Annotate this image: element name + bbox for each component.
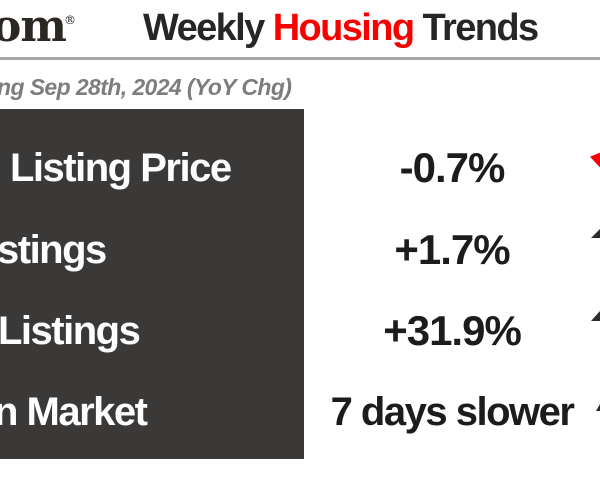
registered-trademark-icon: ® xyxy=(64,13,76,27)
realtor-logo-fragment: om xyxy=(0,1,67,52)
metric-label-new-listings: stings xyxy=(0,228,107,272)
metric-label-days-on-market: n Market xyxy=(0,390,148,434)
title-accent: Housing xyxy=(272,7,415,49)
metric-value-active-listings: +31.9% xyxy=(383,307,522,354)
title-prefix: Weekly xyxy=(143,7,265,49)
down-arrow-red-icon xyxy=(590,152,600,168)
metric-label-listing-price: Listing Price xyxy=(10,146,232,190)
up-arrow-dark-icon xyxy=(591,311,600,321)
header-divider xyxy=(0,57,600,60)
metric-label-panel: Listing Price stings Listings n Market xyxy=(0,109,304,459)
date-subtitle: ng Sep 28th, 2024 (YoY Chg) xyxy=(0,74,292,100)
metric-value-new-listings: +1.7% xyxy=(394,226,510,273)
title-suffix: Trends xyxy=(422,7,539,49)
metric-label-active-listings: Listings xyxy=(0,309,141,353)
up-arrow-dark-icon xyxy=(596,404,600,411)
up-arrow-dark-icon xyxy=(591,229,600,238)
metric-value-days-on-market: 7 days slower xyxy=(330,390,575,434)
page-title: Weekly Housing Trends xyxy=(143,7,539,49)
metric-value-listing-price: -0.7% xyxy=(399,144,506,191)
